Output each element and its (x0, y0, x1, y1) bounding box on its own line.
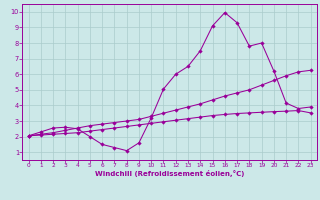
X-axis label: Windchill (Refroidissement éolien,°C): Windchill (Refroidissement éolien,°C) (95, 170, 244, 177)
